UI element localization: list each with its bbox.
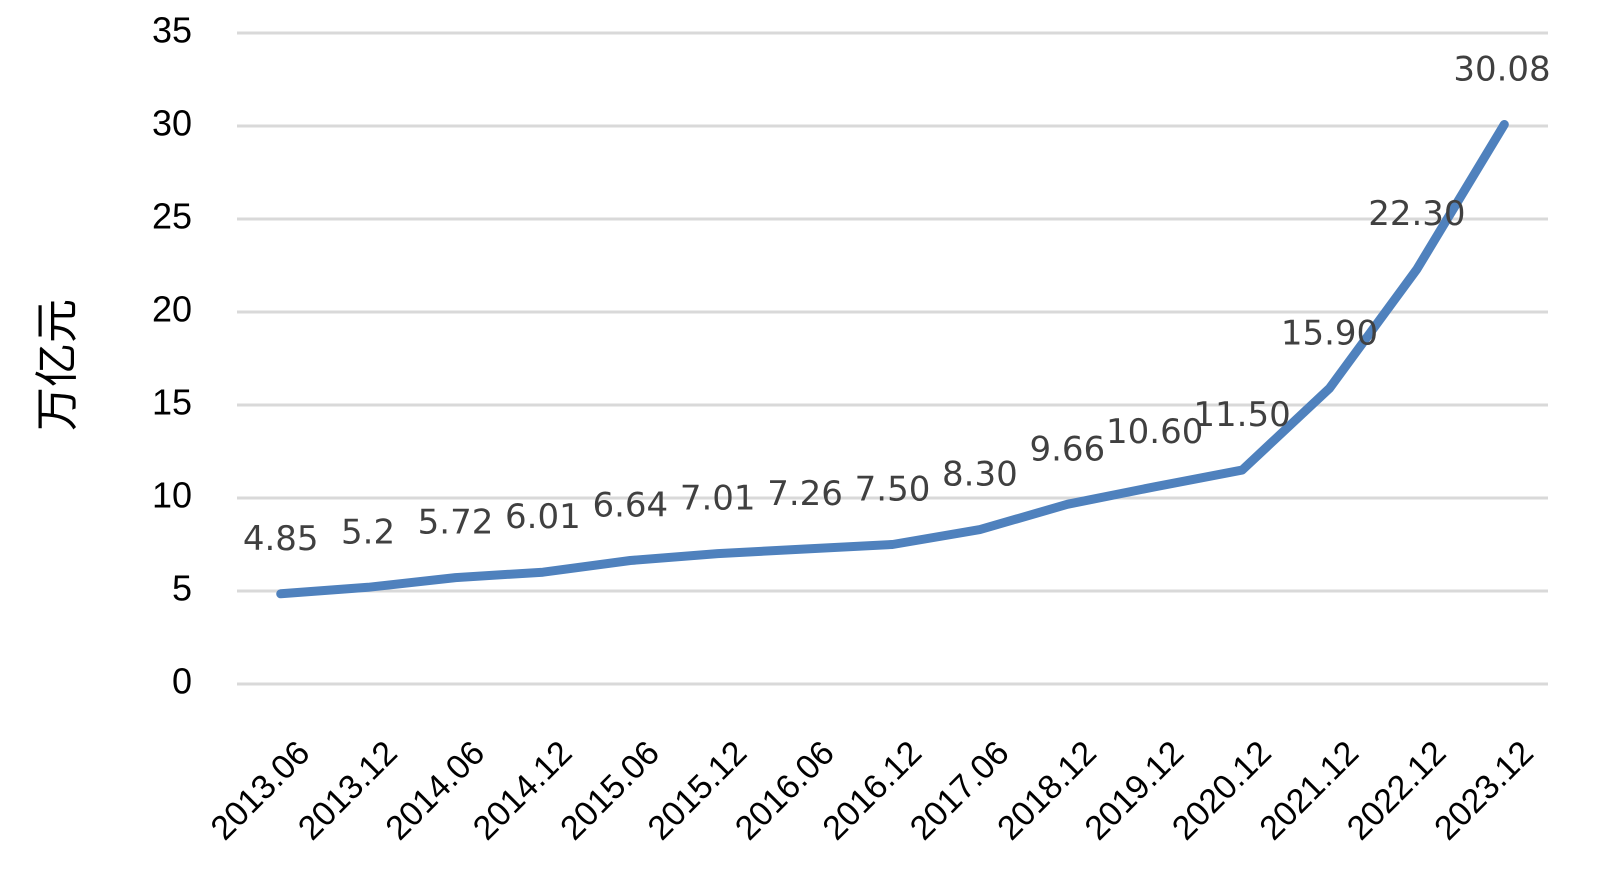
- gridlines: [237, 31, 1548, 686]
- data-label: 7.01: [680, 479, 756, 519]
- y-tick-label: 15: [152, 382, 192, 423]
- y-tick-label: 35: [152, 10, 192, 51]
- x-tick-label: 2023.12: [1427, 734, 1541, 848]
- y-tick-label: 30: [152, 103, 192, 144]
- series-line: [276, 120, 1509, 599]
- data-label: 5.72: [418, 503, 494, 543]
- data-labels: 4.85 5.2 5.72 6.01 6.64 7.01 7.26 7.50 8.309.66 1…: [243, 50, 1551, 559]
- y-axis-ticks: 0 5 10 15 20 25 30 35: [152, 10, 192, 702]
- series-lines: [276, 120, 1509, 599]
- data-label: 30.08: [1453, 50, 1550, 90]
- x-axis-ticks: 2013.062013.122014.062014.122015.062015.…: [204, 734, 1541, 848]
- data-label: 7.26: [767, 474, 843, 514]
- y-tick-label: 0: [172, 661, 192, 702]
- y-tick-label: 5: [172, 568, 192, 609]
- data-label: 5.2: [341, 512, 395, 552]
- data-label: 9.66: [1029, 429, 1105, 469]
- data-label: 4.85: [243, 519, 319, 559]
- y-tick-label: 20: [152, 289, 192, 330]
- y-axis-label: 万亿元: [32, 299, 83, 431]
- data-label: 6.01: [505, 497, 581, 537]
- y-tick-label: 25: [152, 196, 192, 237]
- data-label: 15.90: [1281, 313, 1378, 353]
- data-label: 8.30: [942, 455, 1018, 495]
- data-label: 6.64: [592, 485, 668, 525]
- data-label: 10.60: [1106, 412, 1203, 452]
- y-tick-label: 10: [152, 475, 192, 516]
- data-label: 7.50: [855, 470, 931, 510]
- data-label: 11.50: [1193, 395, 1290, 435]
- data-label: 22.30: [1368, 194, 1465, 234]
